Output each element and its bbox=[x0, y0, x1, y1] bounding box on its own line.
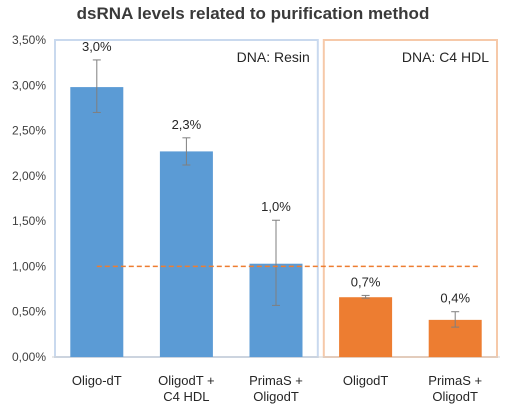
y-tick-label: 3,50% bbox=[12, 33, 46, 47]
y-tick-label: 0,00% bbox=[12, 350, 46, 364]
y-tick-label: 2,50% bbox=[12, 124, 46, 138]
y-axis: 0,00% 0,50% 1,00% 1,50% 2,00% 2,50% 3,00% 3,50% bbox=[12, 33, 500, 364]
y-tick-label: 1,50% bbox=[12, 214, 46, 228]
category-label: OligodT bbox=[253, 389, 299, 404]
y-tick-label: 2,00% bbox=[12, 169, 46, 183]
group-label-0: DNA: Resin bbox=[237, 49, 310, 65]
data-label: 2,3% bbox=[172, 117, 202, 132]
data-label: 0,7% bbox=[351, 274, 381, 289]
category-label: OligodT + bbox=[158, 373, 215, 388]
group-label-1: DNA: C4 HDL bbox=[402, 49, 489, 65]
y-tick-label: 3,00% bbox=[12, 78, 46, 92]
data-label: 3,0% bbox=[82, 39, 112, 54]
data-label: 1,0% bbox=[261, 199, 291, 214]
category-label: PrimaS + bbox=[428, 373, 482, 388]
bar bbox=[70, 87, 124, 358]
bar bbox=[339, 297, 393, 357]
bars bbox=[70, 59, 482, 358]
bar bbox=[159, 151, 213, 357]
category-label: C4 HDL bbox=[163, 389, 209, 404]
category-label: OligodT bbox=[432, 389, 478, 404]
y-tick-label: 0,50% bbox=[12, 305, 46, 319]
category-label: Oligo-dT bbox=[72, 373, 122, 388]
labels: 3,0% Oligo-dT 2,3% OligodT +C4 HDL 1,0% Prima… bbox=[72, 39, 482, 404]
category-label: OligodT bbox=[343, 373, 389, 388]
chart-title: dsRNA levels related to purification met… bbox=[77, 4, 430, 23]
y-tick-label: 1,00% bbox=[12, 259, 46, 273]
category-label: PrimaS + bbox=[249, 373, 303, 388]
data-label: 0,4% bbox=[440, 291, 470, 306]
